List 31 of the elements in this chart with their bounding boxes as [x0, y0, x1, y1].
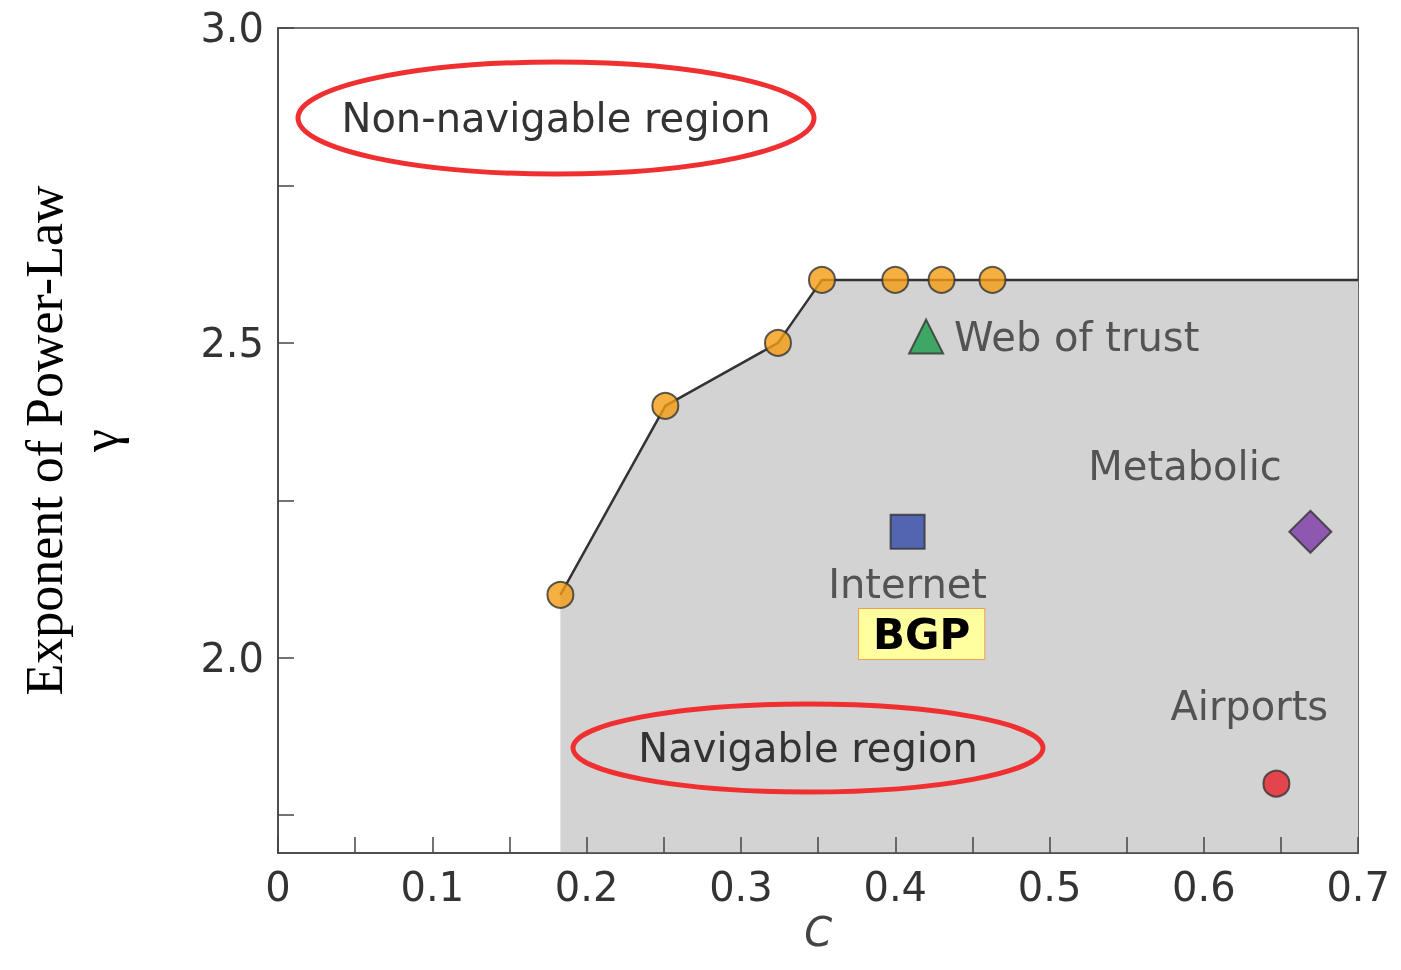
y-tick-label: 2.0 [200, 634, 264, 681]
point [1262, 769, 1291, 798]
x-tick-label: 0 [265, 864, 291, 910]
point [1288, 509, 1333, 554]
x-tick-label: 0.7 [1326, 864, 1391, 910]
annotation: Navigable region [638, 725, 978, 771]
annotation: BGP [873, 609, 971, 659]
x-tick-label: 0.5 [1017, 864, 1082, 910]
series-label: Web of trust [954, 313, 1200, 360]
point [927, 265, 956, 294]
point [764, 328, 792, 357]
series-label: Internet [828, 560, 988, 607]
y-axis-title: Exponent of Power-Law γ [15, 184, 129, 696]
point [807, 265, 836, 294]
x-tick-label: 0.6 [1172, 864, 1236, 910]
annotation: Non-navigable region [341, 95, 771, 141]
point [978, 265, 1007, 294]
y-tick-label: 2.5 [200, 319, 264, 366]
x-tick-label: 0.1 [400, 864, 465, 910]
x-tick-label: 0.4 [863, 864, 928, 910]
x-axis-title: C [804, 908, 833, 955]
series-label: Metabolic [1088, 442, 1282, 489]
x-tick-label: 0.2 [554, 864, 619, 910]
x-tick-label: 0.3 [709, 864, 773, 910]
point [546, 580, 575, 609]
point [881, 265, 910, 294]
point [889, 513, 926, 550]
point [908, 318, 945, 355]
point [651, 391, 680, 420]
series-label: Airports [1170, 682, 1329, 729]
y-tick-label: 3.0 [200, 5, 264, 51]
